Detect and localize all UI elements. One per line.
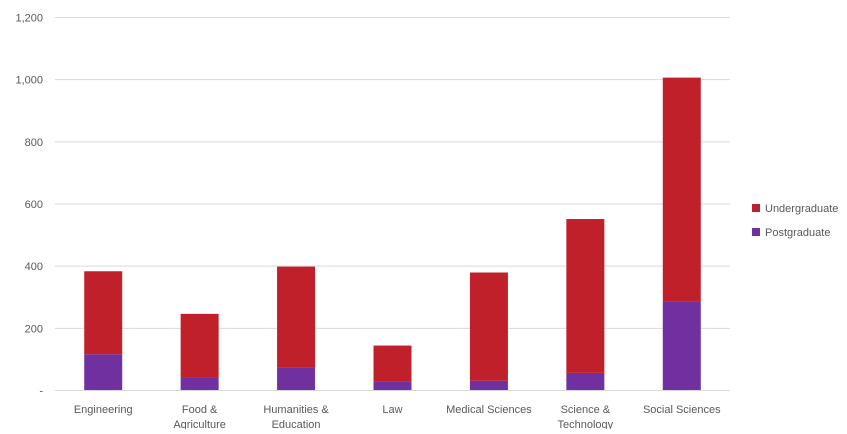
y-tick-label: 200 xyxy=(25,323,43,335)
y-tick-label: 1,200 xyxy=(15,13,43,25)
x-tick-label: Medical Sciences xyxy=(446,404,532,416)
bars xyxy=(84,77,701,390)
y-axis-tick-labels: - 200 400 600 800 1,000 1,200 xyxy=(15,13,43,398)
x-tick-label: Engineering xyxy=(74,404,133,416)
bar-undergraduate-4 xyxy=(469,272,508,381)
y-tick-label: 600 xyxy=(25,199,43,211)
bar-undergraduate-2 xyxy=(277,266,316,368)
legend-swatch-postgraduate xyxy=(752,228,760,236)
x-tick-label: Humanities & Education xyxy=(263,404,329,429)
legend-label-undergraduate: Undergraduate xyxy=(765,203,838,215)
bar-undergraduate-1 xyxy=(180,313,219,378)
legend-swatch-undergraduate xyxy=(752,204,760,212)
bar-undergraduate-0 xyxy=(84,271,123,355)
y-tick-label: 1,000 xyxy=(15,75,43,87)
bar-postgraduate-2 xyxy=(277,367,316,390)
x-tick-label: Social Sciences xyxy=(643,404,721,416)
bar-undergraduate-5 xyxy=(566,219,605,373)
bar-postgraduate-6 xyxy=(662,301,701,390)
x-tick-label: Food & Agriculture xyxy=(173,404,226,429)
bar-undergraduate-3 xyxy=(373,345,412,382)
gridlines xyxy=(55,17,730,391)
bar-postgraduate-3 xyxy=(373,381,412,390)
bar-postgraduate-5 xyxy=(566,372,605,390)
legend-label-postgraduate: Postgraduate xyxy=(765,227,830,239)
y-tick-label: 800 xyxy=(25,137,43,149)
y-tick-label: 400 xyxy=(25,261,43,273)
bar-postgraduate-0 xyxy=(84,354,123,390)
bar-undergraduate-6 xyxy=(662,77,701,302)
y-tick-label: - xyxy=(39,386,43,398)
x-axis-tick-labels: Engineering Food & Agriculture Humanities &… xyxy=(74,404,721,431)
x-tick-label: Science & Technology xyxy=(558,404,614,429)
bar-postgraduate-4 xyxy=(469,380,508,390)
legend: Undergraduate Postgraduate xyxy=(752,203,838,239)
bar-postgraduate-1 xyxy=(180,377,219,390)
x-tick-label: Law xyxy=(382,404,402,416)
